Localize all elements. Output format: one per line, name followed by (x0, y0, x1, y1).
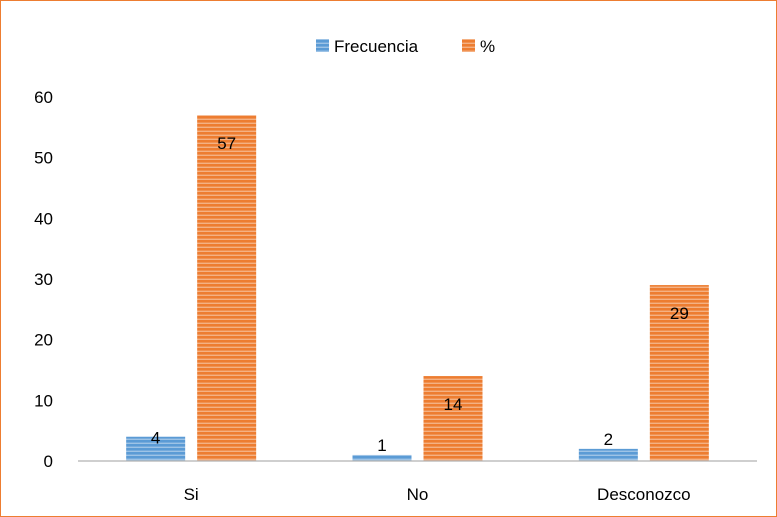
legend-swatch (462, 39, 475, 52)
x-tick-label: Desconozco (597, 485, 691, 504)
y-tick-label: 10 (34, 391, 53, 410)
x-axis: Si No Desconozco (184, 485, 691, 504)
data-label: 57 (217, 134, 236, 153)
y-axis: 0 10 20 30 40 50 60 (34, 88, 53, 471)
legend-swatch (316, 39, 329, 52)
bar-percent (423, 376, 483, 461)
data-label: 29 (670, 304, 689, 323)
bars (126, 115, 709, 461)
y-tick-label: 50 (34, 149, 53, 168)
data-label: 14 (444, 395, 463, 414)
legend: Frecuencia% (316, 37, 495, 56)
data-label: 1 (377, 436, 386, 455)
y-tick-label: 40 (34, 209, 53, 228)
data-labels: 4 57 1 14 2 29 (151, 134, 689, 455)
data-label: 4 (151, 429, 160, 448)
bar-percent (649, 285, 709, 461)
y-tick-label: 30 (34, 270, 53, 289)
data-label: 2 (604, 430, 613, 449)
x-tick-label: Si (184, 485, 199, 504)
bar-frecuencia (352, 454, 412, 461)
bar-frecuencia (126, 436, 186, 461)
bar-frecuencia (578, 448, 638, 461)
legend-label: % (480, 37, 495, 56)
y-tick-label: 60 (34, 88, 53, 107)
y-tick-label: 0 (44, 452, 53, 471)
legend-label: Frecuencia (334, 37, 419, 56)
x-tick-label: No (407, 485, 429, 504)
bar-percent (197, 115, 257, 461)
y-tick-label: 20 (34, 331, 53, 350)
